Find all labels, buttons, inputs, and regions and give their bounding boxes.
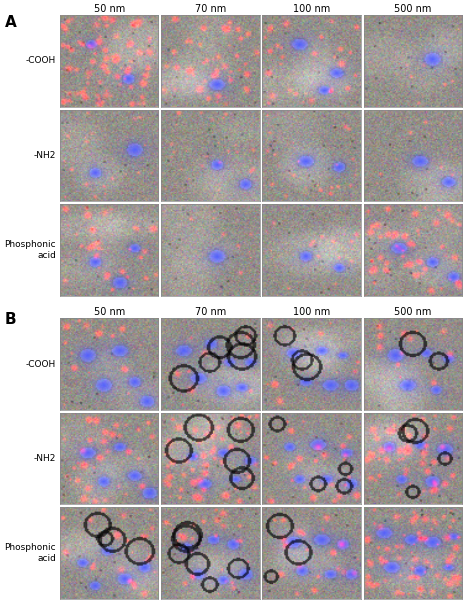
Title: 70 nm: 70 nm [194, 308, 225, 317]
Y-axis label: -COOH: -COOH [26, 359, 56, 368]
Title: 50 nm: 50 nm [94, 308, 125, 317]
Y-axis label: Phosphonic
acid: Phosphonic acid [5, 544, 56, 563]
Text: B: B [5, 312, 16, 327]
Text: A: A [5, 15, 16, 30]
Title: 100 nm: 100 nm [292, 308, 330, 317]
Y-axis label: -NH2: -NH2 [34, 151, 56, 160]
Y-axis label: -COOH: -COOH [26, 57, 56, 66]
Title: 70 nm: 70 nm [194, 4, 225, 14]
Y-axis label: -NH2: -NH2 [34, 454, 56, 463]
Title: 100 nm: 100 nm [292, 4, 330, 14]
Title: 500 nm: 500 nm [393, 308, 431, 317]
Title: 50 nm: 50 nm [94, 4, 125, 14]
Y-axis label: Phosphonic
acid: Phosphonic acid [5, 240, 56, 259]
Title: 500 nm: 500 nm [393, 4, 431, 14]
